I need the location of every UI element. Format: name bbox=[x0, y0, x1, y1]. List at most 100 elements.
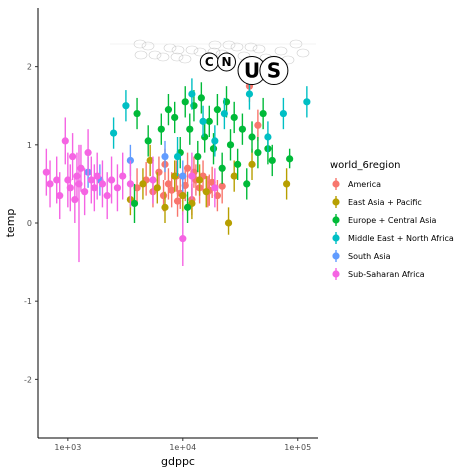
data-point bbox=[259, 109, 267, 118]
legend-key bbox=[332, 216, 340, 224]
data-point bbox=[224, 219, 233, 227]
data-point bbox=[211, 184, 219, 192]
data-point bbox=[202, 188, 210, 196]
data-point bbox=[197, 94, 205, 102]
clutter-mark bbox=[193, 47, 207, 57]
data-point bbox=[243, 180, 251, 188]
data-point bbox=[230, 172, 238, 180]
data-point bbox=[188, 172, 196, 180]
data-point bbox=[230, 113, 238, 122]
clutter-mark bbox=[156, 52, 170, 62]
data-point bbox=[144, 137, 152, 145]
data-point bbox=[238, 125, 247, 133]
clutter-mark bbox=[170, 52, 184, 62]
data-point bbox=[42, 168, 50, 176]
data-point bbox=[268, 156, 276, 165]
data-point bbox=[161, 203, 169, 211]
data-point bbox=[194, 152, 202, 161]
legend-key bbox=[332, 234, 340, 242]
data-point bbox=[113, 184, 122, 192]
data-point bbox=[81, 188, 89, 196]
data-point bbox=[254, 121, 262, 129]
clutter-mark bbox=[133, 39, 147, 49]
data-point bbox=[218, 182, 226, 190]
annotation-circle bbox=[217, 52, 237, 72]
legend-label: Europe + Central Asia bbox=[348, 216, 436, 225]
data-point bbox=[159, 192, 168, 200]
annotation-label: U bbox=[244, 59, 260, 83]
x-tick-label: 1e+04 bbox=[169, 443, 196, 452]
clutter-mark bbox=[222, 40, 236, 50]
data-point bbox=[211, 137, 219, 145]
data-point bbox=[107, 176, 116, 184]
data-point bbox=[164, 106, 173, 114]
data-point bbox=[109, 129, 118, 137]
data-point bbox=[122, 102, 130, 110]
data-point bbox=[103, 192, 111, 200]
legend-key bbox=[332, 270, 340, 278]
data-point bbox=[161, 152, 169, 161]
data-point bbox=[173, 197, 182, 205]
data-point bbox=[234, 160, 242, 168]
data-point bbox=[119, 172, 127, 180]
series-4 bbox=[84, 140, 187, 196]
clutter-mark bbox=[134, 50, 148, 60]
clutter-mark bbox=[141, 41, 155, 51]
data-point bbox=[149, 176, 157, 184]
data-point bbox=[264, 133, 272, 141]
data-point bbox=[183, 203, 192, 211]
data-point bbox=[205, 117, 213, 125]
data-point bbox=[98, 180, 107, 188]
clutter-mark bbox=[244, 42, 258, 52]
data-point bbox=[279, 109, 287, 118]
legend-label: East Asia + Pacific bbox=[348, 198, 422, 207]
data-point bbox=[69, 152, 77, 161]
data-point bbox=[93, 172, 101, 180]
data-point bbox=[126, 156, 134, 165]
legend-label: Middle East + North Africa bbox=[348, 234, 454, 243]
clutter-mark bbox=[296, 48, 310, 58]
data-point bbox=[201, 133, 209, 141]
series-3 bbox=[109, 78, 311, 177]
data-point bbox=[179, 192, 187, 200]
y-tick-label: 1 bbox=[27, 141, 32, 150]
data-point bbox=[254, 149, 262, 157]
legend-label: America bbox=[348, 180, 381, 189]
legend: world_6region America East Asia + Pacific… bbox=[330, 160, 454, 280]
data-point bbox=[171, 172, 179, 180]
data-point bbox=[179, 172, 187, 180]
data-point bbox=[218, 164, 226, 172]
data-point bbox=[66, 184, 74, 192]
data-point bbox=[286, 155, 294, 163]
data-point bbox=[53, 176, 61, 184]
data-point bbox=[61, 137, 69, 145]
clutter-mark bbox=[274, 46, 288, 56]
data-point bbox=[303, 98, 311, 106]
clutter-mark bbox=[185, 45, 199, 55]
data-point bbox=[183, 164, 192, 172]
data-point bbox=[209, 145, 218, 153]
axes: gdppc temp 1e+03 1e+04 1e+05 -2 -1 0 1 2 bbox=[4, 8, 318, 468]
annotation-label: N bbox=[221, 55, 231, 69]
data-point bbox=[155, 168, 163, 176]
y-tick-label: 2 bbox=[27, 63, 32, 72]
clutter-mark bbox=[171, 45, 185, 55]
data-point bbox=[133, 109, 141, 118]
clutter-mark bbox=[252, 44, 266, 54]
data-point bbox=[171, 113, 179, 122]
data-point bbox=[139, 180, 147, 188]
series-2 bbox=[130, 82, 294, 223]
x-tick-label: 1e+05 bbox=[284, 443, 311, 452]
data-point bbox=[213, 192, 222, 200]
data-point bbox=[153, 184, 161, 192]
annotation-circle bbox=[259, 56, 289, 86]
data-point bbox=[283, 180, 291, 188]
legend-key bbox=[332, 180, 340, 188]
data-point bbox=[245, 90, 254, 98]
data-point bbox=[126, 180, 134, 188]
data-point bbox=[164, 180, 173, 188]
y-tick-label: 0 bbox=[27, 219, 32, 228]
data-point bbox=[133, 184, 141, 192]
legend-key bbox=[332, 198, 340, 206]
